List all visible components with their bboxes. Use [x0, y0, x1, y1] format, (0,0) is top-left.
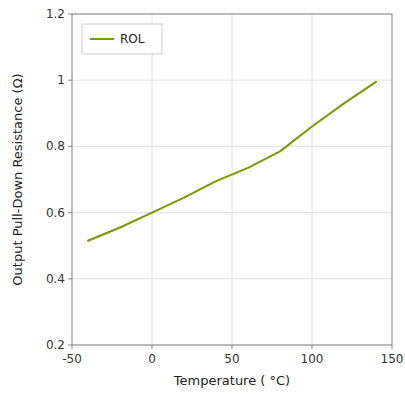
grid-line-y [72, 80, 392, 81]
grid-line-x [232, 14, 233, 345]
line [88, 82, 376, 241]
tick-label-x: 100 [301, 352, 324, 366]
tick-label-x: 50 [224, 352, 239, 366]
tick-label-y: 0.8 [46, 139, 65, 153]
grid-line-y [72, 212, 392, 213]
tick-label-x: 150 [381, 352, 404, 366]
y-axis-label: Output Pull-Down Resistance (Ω) [10, 73, 25, 285]
tick-x [312, 345, 313, 349]
legend-box [82, 24, 162, 54]
tick-label-y: 1 [57, 73, 65, 87]
legend: ROL [82, 24, 162, 54]
tick-x [392, 345, 393, 349]
grid-line-y [72, 278, 392, 279]
tick-label-x: 0 [148, 352, 156, 366]
grid-line-x [312, 14, 313, 345]
legend-label: ROL [120, 32, 145, 46]
x-axis-label: Temperature ( °C) [173, 373, 290, 388]
tick-label-y: 0.2 [46, 338, 65, 352]
tick-y [68, 212, 72, 213]
data [88, 82, 376, 241]
tick-x [72, 345, 73, 349]
tick-label-y: 0.4 [46, 272, 65, 286]
tick-y [68, 345, 72, 346]
tick-y [68, 14, 72, 15]
tick-y [68, 278, 72, 279]
tick-y [68, 146, 72, 147]
grid-line-x [152, 14, 153, 345]
tick-label-y: 1.2 [46, 7, 65, 21]
grid [72, 14, 392, 345]
tick-label-y: 0.6 [46, 206, 65, 220]
ticks: -50 0 50 100 150 0.2 0.4 0.6 0.8 1 1.2 [46, 7, 404, 366]
chart: -50 0 50 100 150 0.2 0.4 0.6 0.8 1 1.2 Temperature … [0, 0, 405, 400]
grid-line-y [72, 146, 392, 147]
tick-x [232, 345, 233, 349]
tick-y [68, 80, 72, 81]
legend-swatch [90, 38, 114, 40]
tick-x [152, 345, 153, 349]
tick-label-x: -50 [62, 352, 82, 366]
plot-frame [72, 14, 392, 345]
